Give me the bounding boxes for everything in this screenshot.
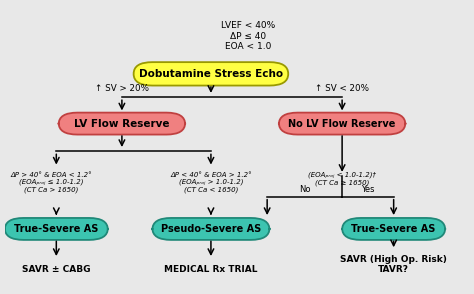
Text: Dobutamine Stress Echo: Dobutamine Stress Echo xyxy=(139,69,283,79)
Text: Pseudo-Severe AS: Pseudo-Severe AS xyxy=(161,224,261,234)
Text: ↑ SV > 20%: ↑ SV > 20% xyxy=(95,84,149,93)
Text: SAVR (High Op. Risk)
TAVR?: SAVR (High Op. Risk) TAVR? xyxy=(340,255,447,274)
Text: SAVR ± CABG: SAVR ± CABG xyxy=(22,265,91,274)
FancyBboxPatch shape xyxy=(134,62,288,86)
Text: ↑ SV < 20%: ↑ SV < 20% xyxy=(315,84,369,93)
Text: No: No xyxy=(299,185,310,194)
FancyBboxPatch shape xyxy=(59,113,185,135)
Text: MEDICAL Rx TRIAL: MEDICAL Rx TRIAL xyxy=(164,265,258,274)
Text: True-Severe AS: True-Severe AS xyxy=(14,224,99,234)
Text: ΔP > 40° & EOA < 1.2°
(EOAₚᵣₒⱼ ≤ 1.0-1.2)
(CT Ca > 1650): ΔP > 40° & EOA < 1.2° (EOAₚᵣₒⱼ ≤ 1.0-1.2… xyxy=(11,172,92,193)
FancyBboxPatch shape xyxy=(152,218,270,240)
Text: (EOAₚᵣₒⱼ < 1.0-1.2)†
(CT Ca ≥ 1650): (EOAₚᵣₒⱼ < 1.0-1.2)† (CT Ca ≥ 1650) xyxy=(308,172,376,186)
Text: No LV Flow Reserve: No LV Flow Reserve xyxy=(288,118,396,128)
FancyBboxPatch shape xyxy=(5,218,108,240)
Text: LVEF < 40%
ΔP ≤ 40
EOA < 1.0: LVEF < 40% ΔP ≤ 40 EOA < 1.0 xyxy=(221,21,275,51)
Text: True-Severe AS: True-Severe AS xyxy=(351,224,436,234)
Text: Yes: Yes xyxy=(361,185,374,194)
Text: ΔP < 40° & EOA > 1.2°
(EOAₚᵣₒⱼ > 1.0-1.2)
(CT Ca < 1650): ΔP < 40° & EOA > 1.2° (EOAₚᵣₒⱼ > 1.0-1.2… xyxy=(170,172,252,193)
FancyBboxPatch shape xyxy=(342,218,445,240)
Text: LV Flow Reserve: LV Flow Reserve xyxy=(74,118,170,128)
FancyBboxPatch shape xyxy=(279,113,405,135)
